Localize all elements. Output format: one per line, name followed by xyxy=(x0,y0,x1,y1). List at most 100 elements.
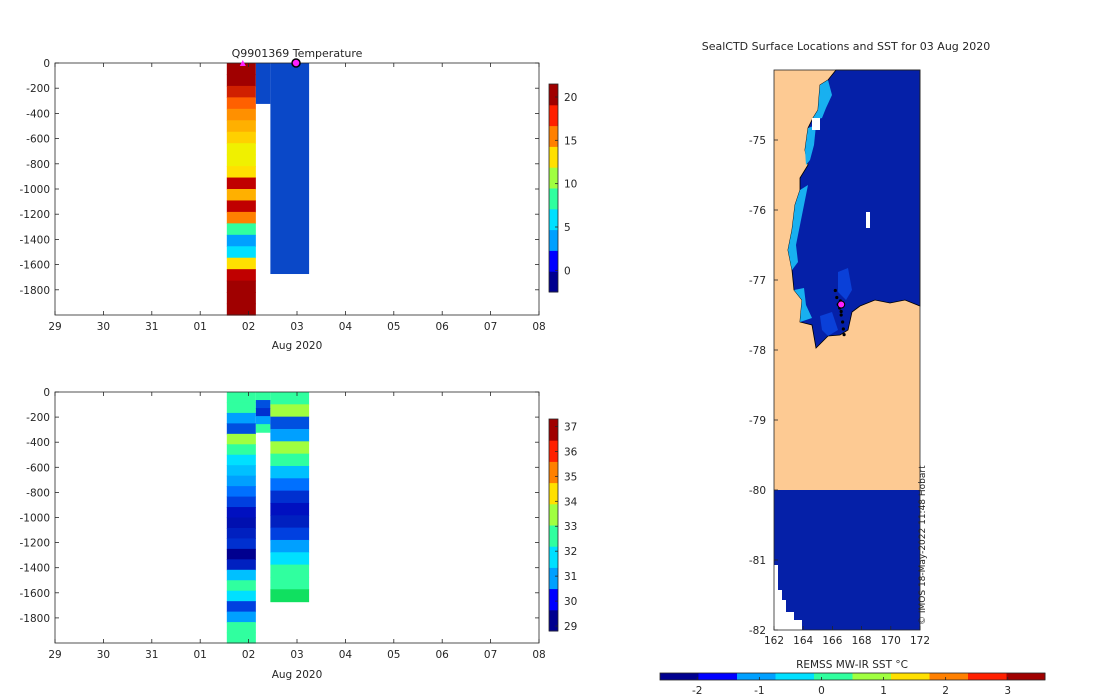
salinity-x-ticks: 29 30 31 01 02 03 04 05 06 07 08 xyxy=(48,392,546,661)
y-tick-label: -1600 xyxy=(19,588,50,600)
profile-2-band xyxy=(270,515,310,529)
profile-2-band xyxy=(270,63,310,275)
salinity-panel: 29 30 31 01 02 03 04 05 06 07 08 0 -200 -400 -600 -800… xyxy=(19,387,577,681)
profile-0-band xyxy=(226,590,256,602)
y-tick-label: -1800 xyxy=(19,285,50,297)
colorbar-segment xyxy=(549,84,558,106)
profile-2-band xyxy=(270,441,310,455)
profile-0-band xyxy=(226,412,256,424)
colorbar-segment xyxy=(549,503,558,526)
profile-0-band xyxy=(226,303,256,316)
profile-2-band xyxy=(270,490,310,504)
colorbar-tick-label: 29 xyxy=(564,621,577,633)
start-marker xyxy=(239,60,246,66)
x-tick-label: 31 xyxy=(145,321,158,333)
y-tick-label: -600 xyxy=(26,462,50,474)
x-tick-label: 02 xyxy=(242,649,255,661)
map-edge-cells-north xyxy=(813,80,832,120)
map-x-tick-label: 170 xyxy=(881,635,901,647)
x-tick-label: 29 xyxy=(48,649,61,661)
y-tick-label: 0 xyxy=(43,387,50,399)
map-colorbar[interactable]: -2 -1 0 1 2 3 xyxy=(659,672,1046,697)
colorbar-segment xyxy=(549,146,558,168)
profile-0-band xyxy=(226,154,256,167)
profile-0-band xyxy=(226,496,256,508)
profile-1-band xyxy=(255,400,271,409)
profile-2-band xyxy=(270,478,310,492)
profile-0-band xyxy=(226,211,256,224)
y-tick-label: -1600 xyxy=(19,260,50,272)
map-cast-track xyxy=(833,288,846,337)
profile-0-band xyxy=(226,292,256,305)
profile-0-band xyxy=(226,632,256,644)
colorbar-segment xyxy=(549,567,558,590)
map-y-tick-label: -75 xyxy=(749,135,766,147)
current-location-marker xyxy=(837,300,846,309)
profile-0-band xyxy=(226,569,256,581)
map-y-tick-label: -78 xyxy=(749,345,766,357)
profile-2-band xyxy=(270,564,310,578)
x-tick-label: 05 xyxy=(387,649,400,661)
colorbar-box xyxy=(548,418,559,632)
colorbar-segment xyxy=(549,419,558,441)
salinity-y-ticks: 0 -200 -400 -600 -800 -1000 -1200 -1400 -1600 -18… xyxy=(19,387,539,625)
x-tick-label: 07 xyxy=(484,649,497,661)
profile-1-band xyxy=(255,424,271,433)
colorbar-segment xyxy=(549,208,558,231)
temperature-title: Q9901369 Temperature xyxy=(232,47,363,60)
map-colorbar-segment xyxy=(1006,673,1046,680)
profile-0-band xyxy=(226,97,256,110)
y-tick-label: -400 xyxy=(26,437,50,449)
x-tick-label: 30 xyxy=(97,649,110,661)
profile-1-band xyxy=(255,63,271,104)
map-y-tick-label: -81 xyxy=(749,555,766,567)
temperature-colorbar[interactable]: 20 15 10 5 0 xyxy=(548,83,577,293)
map-colorbar-segment xyxy=(660,673,699,680)
profile-0-band xyxy=(226,444,256,456)
map-field xyxy=(773,69,921,631)
colorbar-segment xyxy=(549,229,558,251)
profile-1-band xyxy=(255,416,271,425)
cast-point xyxy=(842,333,846,337)
map-colorbar-label: REMSS MW-IR SST °C xyxy=(796,659,908,671)
temperature-x-ticks: 29 30 31 01 02 03 04 05 06 07 08 xyxy=(48,63,546,333)
y-tick-label: -1200 xyxy=(19,209,50,221)
profile-0-band xyxy=(226,246,256,259)
temperature-xlabel: Aug 2020 xyxy=(272,340,323,352)
map-x-tick-label: 166 xyxy=(822,635,842,647)
colorbar-segment xyxy=(549,125,558,147)
profile-2-band xyxy=(270,428,310,442)
map-ocean-south xyxy=(774,490,920,630)
profile-0-band xyxy=(226,200,256,213)
y-tick-label: 0 xyxy=(43,58,50,70)
profile-2-band xyxy=(270,552,310,566)
y-tick-label: -1800 xyxy=(19,613,50,625)
map-y-tick-label: -77 xyxy=(749,275,766,287)
map-x-tick-label: 162 xyxy=(764,635,784,647)
salinity-colorbar[interactable]: 37 36 35 34 33 32 31 30 29 xyxy=(548,418,578,633)
x-tick-label: 30 xyxy=(97,321,110,333)
map-title: SealCTD Surface Locations and SST for 03… xyxy=(702,40,991,53)
profile-0-band xyxy=(226,280,256,293)
map-y-ticks: -75 -76 -77 -78 -79 -80 -81 -82 xyxy=(749,135,778,637)
profile-0-band xyxy=(226,433,256,445)
map-colorbar-tick-label: -1 xyxy=(754,685,764,697)
x-tick-label: 29 xyxy=(48,321,61,333)
colorbar-tick-label: 33 xyxy=(564,521,577,533)
profile-0-band xyxy=(226,120,256,133)
y-tick-label: -800 xyxy=(26,487,50,499)
map-colorbar-segment xyxy=(814,673,853,680)
map-colorbar-segment xyxy=(737,673,776,680)
profile-0-band xyxy=(226,454,256,466)
profile-0-band xyxy=(226,423,256,435)
profile-0-band xyxy=(226,486,256,498)
profile-0-band xyxy=(226,143,256,156)
profile-2-band xyxy=(270,589,310,603)
profile-0-band xyxy=(226,234,256,247)
map-colorbar-segment xyxy=(929,673,969,680)
x-tick-label: 08 xyxy=(532,649,545,661)
profile-2-band xyxy=(270,502,310,516)
map-ross-island-cells xyxy=(838,268,852,300)
x-tick-label: 01 xyxy=(194,649,207,661)
